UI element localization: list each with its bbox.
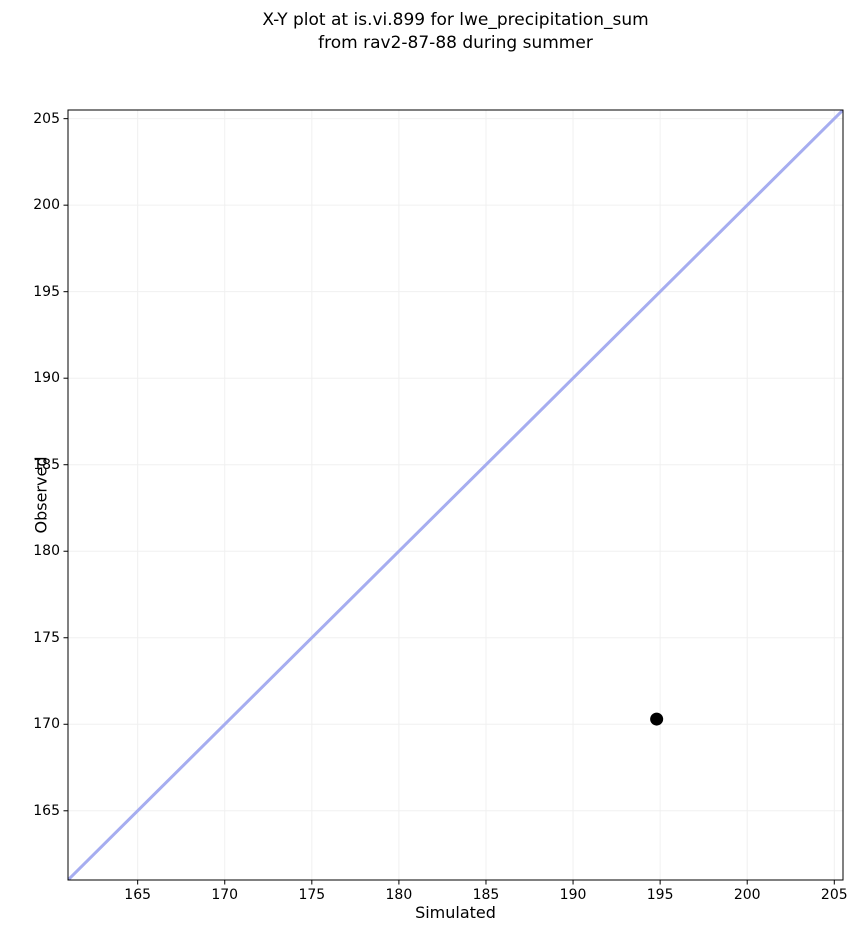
x-axis-label: Simulated	[415, 903, 496, 922]
x-tick-label: 185	[472, 887, 500, 903]
x-tick-label: 190	[559, 887, 587, 903]
x-tick-label: 170	[211, 887, 239, 903]
y-tick-label: 195	[33, 283, 60, 300]
x-tick-label: 195	[646, 887, 674, 903]
identity-line	[68, 110, 843, 880]
x-tick-label: 200	[733, 887, 761, 903]
x-tick-label: 180	[385, 887, 413, 903]
chart-title: X-Y plot at is.vi.899 for lwe_precipitat…	[68, 9, 843, 55]
chart-title-line2: from rav2-87-88 during summer	[318, 33, 593, 53]
y-tick-label: 205	[33, 110, 60, 127]
y-tick-label: 165	[33, 802, 60, 819]
y-tick-label: 190	[33, 370, 60, 387]
x-tick-label: 175	[298, 887, 326, 903]
y-tick-label: 185	[33, 456, 60, 473]
y-tick-label: 175	[33, 629, 60, 646]
axes-frame	[67, 109, 844, 881]
data-point	[650, 712, 664, 726]
y-tick-label: 170	[33, 716, 60, 733]
x-tick-label: 165	[124, 887, 152, 903]
chart-title-line1: X-Y plot at is.vi.899 for lwe_precipitat…	[262, 10, 649, 30]
x-tick-label: 205	[820, 887, 848, 903]
y-axis-label: Observed	[31, 456, 51, 534]
y-tick-label: 200	[33, 197, 60, 214]
y-tick-label: 180	[33, 543, 60, 560]
